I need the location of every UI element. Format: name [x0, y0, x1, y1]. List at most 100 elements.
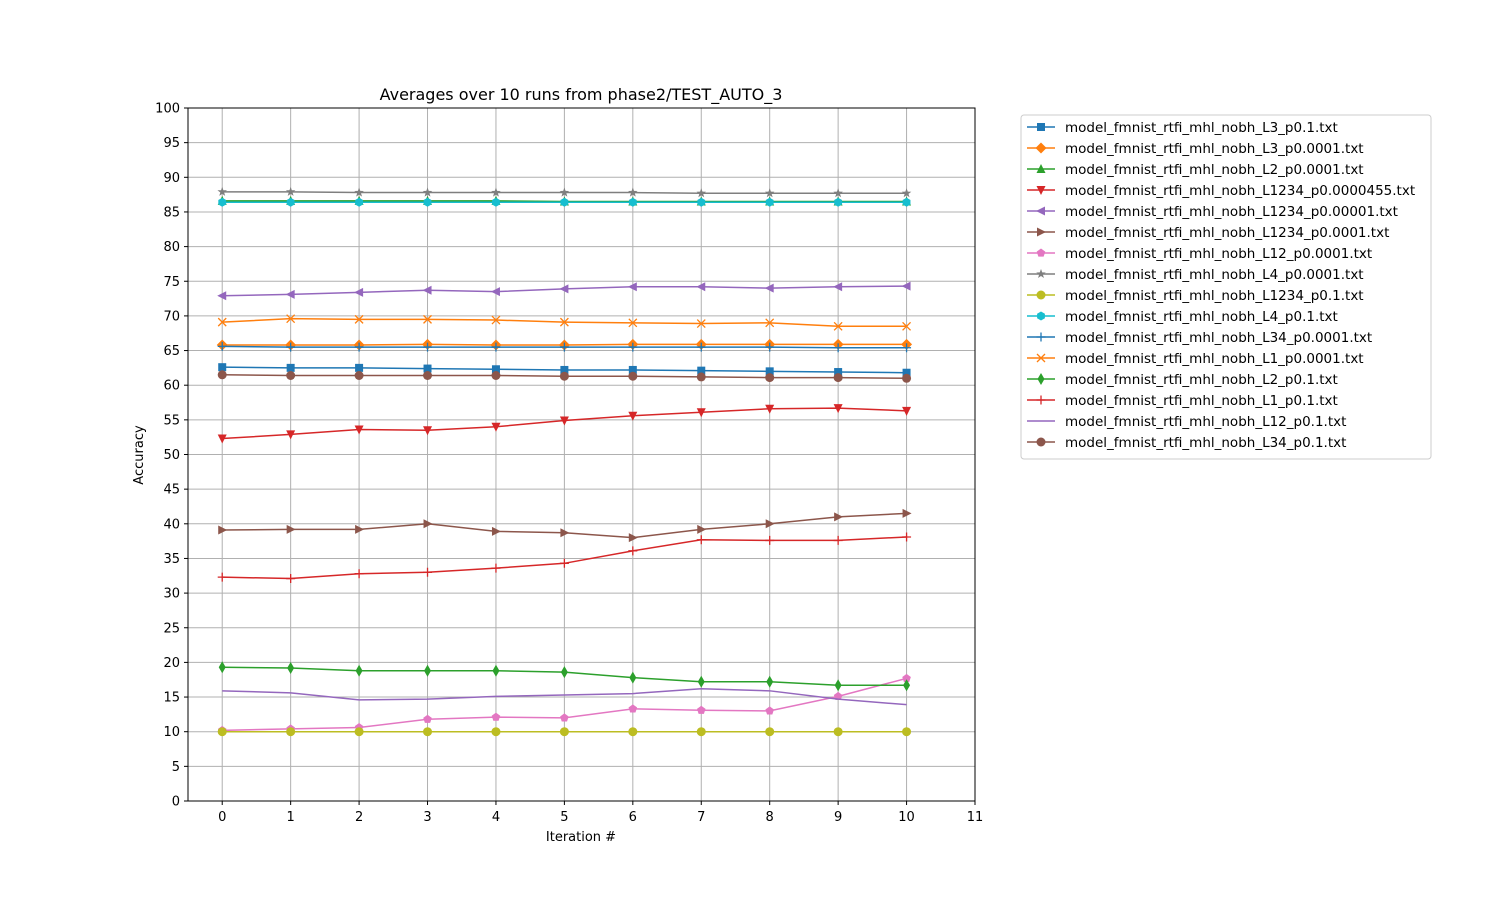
x-tick-label: 5: [560, 810, 568, 825]
data-point: [628, 318, 638, 328]
y-tick-label: 30: [163, 587, 180, 602]
data-point: [354, 342, 364, 352]
y-tick-label: 20: [163, 656, 180, 671]
data-point: [286, 197, 295, 207]
data-point: [286, 727, 296, 737]
data-point: [491, 422, 501, 432]
data-point: [423, 714, 432, 723]
data-point: [424, 664, 432, 677]
series-line: [222, 687, 907, 706]
legend-label: model_fmnist_rtfi_mhl_nobh_L12_p0.1.txt: [1065, 414, 1346, 430]
data-point: [697, 524, 707, 534]
data-point: [423, 314, 432, 324]
data-point: [355, 524, 365, 534]
data-point: [217, 341, 227, 351]
legend-item: model_fmnist_rtfi_mhl_nobh_L1234_p0.1.tx…: [1027, 288, 1364, 304]
x-tick-label: 3: [423, 810, 431, 825]
data-point: [560, 666, 568, 679]
legend-marker: [1036, 332, 1046, 342]
legend-marker: [1036, 186, 1046, 195]
data-point: [765, 367, 774, 376]
data-point: [902, 727, 912, 737]
x-axis-label: Iteration #: [546, 830, 616, 845]
legend-marker: [1036, 437, 1046, 447]
data-point: [833, 343, 843, 353]
legend-label: model_fmnist_rtfi_mhl_nobh_L1234_p0.0001…: [1065, 225, 1389, 241]
data-point: [697, 675, 705, 688]
legend-item: model_fmnist_rtfi_mhl_nobh_L3_p0.0001.tx…: [1027, 141, 1364, 157]
series-14: [217, 532, 912, 584]
data-point: [285, 186, 296, 196]
chart-title: Averages over 10 runs from phase2/TEST_A…: [380, 85, 783, 105]
data-point: [901, 281, 911, 291]
series-11: [217, 341, 912, 353]
legend-marker: [1035, 142, 1047, 154]
legend-marker: [1037, 123, 1045, 131]
y-tick-label: 0: [172, 795, 180, 810]
data-point: [354, 425, 364, 435]
data-point: [696, 282, 706, 292]
y-tick-label: 40: [163, 517, 180, 532]
data-point: [491, 526, 501, 536]
y-tick-label: 35: [163, 552, 180, 567]
series-4: [217, 404, 912, 444]
data-point: [559, 284, 569, 294]
legend-label: model_fmnist_rtfi_mhl_nobh_L4_p0.0001.tx…: [1065, 267, 1364, 283]
data-point: [697, 366, 706, 375]
legend-label: model_fmnist_rtfi_mhl_nobh_L34_p0.0001.t…: [1065, 330, 1372, 346]
x-tick-label: 0: [218, 810, 226, 825]
data-point: [355, 363, 364, 372]
data-point: [491, 727, 501, 737]
data-point: [696, 319, 706, 328]
legend-item: model_fmnist_rtfi_mhl_nobh_L1_p0.1.txt: [1027, 393, 1338, 409]
data-point: [833, 404, 843, 414]
y-tick-label: 25: [163, 621, 180, 636]
data-point: [491, 342, 501, 352]
data-point: [559, 416, 569, 426]
data-point: [491, 187, 501, 197]
y-tick-label: 95: [163, 136, 180, 151]
data-point: [217, 186, 227, 196]
data-point: [833, 691, 843, 700]
legend-frame: [1020, 114, 1432, 460]
y-tick-label: 90: [163, 171, 180, 186]
series-12: [217, 314, 912, 331]
data-point: [492, 197, 500, 207]
data-point: [902, 343, 912, 353]
data-point: [765, 727, 775, 737]
data-point: [902, 321, 912, 331]
data-point: [834, 512, 844, 522]
data-point: [834, 679, 842, 692]
data-point: [902, 532, 912, 542]
x-tick-label: 6: [629, 810, 637, 825]
data-point: [629, 671, 637, 684]
legend-marker: [1037, 373, 1045, 385]
legend-marker: [1036, 206, 1045, 216]
x-tick-label: 11: [967, 810, 984, 825]
data-point: [766, 675, 774, 688]
data-point: [765, 318, 775, 328]
legend-label: model_fmnist_rtfi_mhl_nobh_L2_p0.0001.tx…: [1065, 162, 1364, 178]
y-tick-label: 5: [172, 760, 180, 775]
data-point: [423, 426, 433, 436]
data-point: [902, 368, 911, 377]
series-15: [222, 687, 907, 706]
data-point: [218, 197, 227, 207]
legend-marker: [1037, 311, 1045, 321]
axes-frame: [187, 107, 976, 802]
data-point: [559, 727, 569, 737]
data-point: [559, 187, 570, 197]
data-point: [559, 342, 569, 352]
x-tick-label: 1: [287, 810, 295, 825]
legend-item: model_fmnist_rtfi_mhl_nobh_L2_p0.0001.tx…: [1027, 162, 1364, 178]
data-point: [628, 365, 637, 374]
data-point: [902, 373, 912, 383]
data-point: [765, 373, 775, 383]
y-tick-label: 100: [155, 102, 180, 117]
data-point: [627, 282, 637, 292]
data-point: [217, 727, 227, 737]
series-8: [217, 186, 912, 198]
y-tick-label: 85: [163, 205, 180, 220]
data-point: [696, 408, 706, 418]
data-point: [833, 727, 843, 737]
